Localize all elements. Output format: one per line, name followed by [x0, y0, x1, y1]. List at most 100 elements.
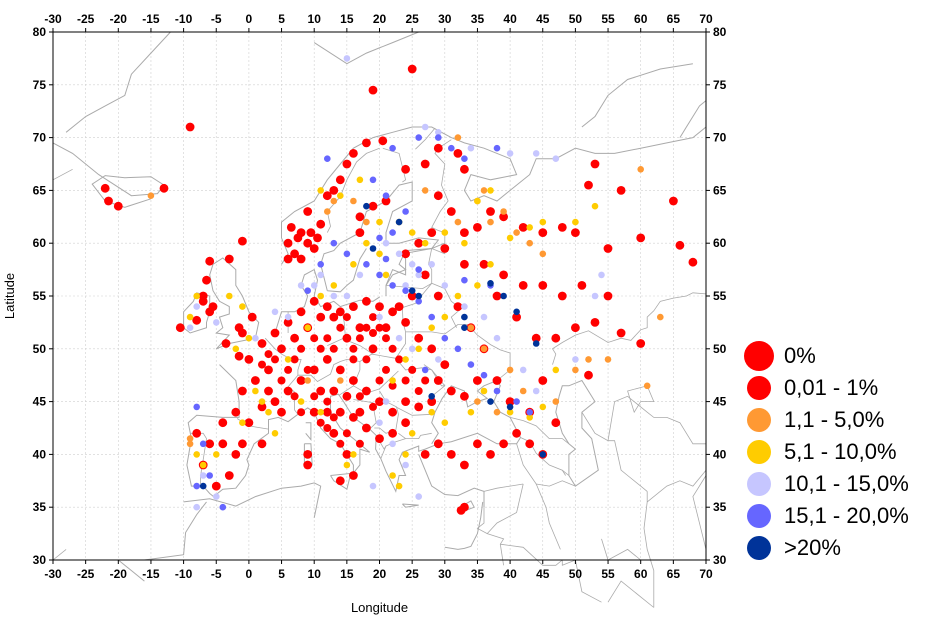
data-point [369, 245, 377, 252]
data-point [552, 366, 560, 374]
data-point [342, 313, 351, 322]
data-point [104, 196, 113, 206]
data-point [473, 439, 482, 449]
data-point [551, 418, 561, 428]
x-tick-label-top: -15 [142, 12, 160, 26]
data-point [408, 345, 416, 353]
data-point [231, 407, 241, 417]
data-point [257, 439, 267, 449]
data-point [389, 472, 396, 479]
data-point [598, 271, 605, 279]
country-border [692, 475, 707, 550]
data-point [277, 376, 286, 385]
data-point [474, 398, 481, 405]
data-point [232, 345, 240, 353]
coastline [418, 454, 485, 508]
data-point [552, 155, 560, 162]
data-point [401, 164, 410, 174]
country-border [382, 147, 407, 183]
data-point [316, 418, 325, 427]
data-point [572, 218, 579, 226]
country-border [395, 406, 432, 416]
data-point [389, 377, 396, 384]
coastline [679, 100, 707, 138]
x-tick-label-bottom: 45 [536, 567, 550, 581]
coastline [274, 268, 380, 334]
data-point [284, 313, 292, 321]
data-point [258, 360, 266, 369]
data-point [408, 365, 417, 374]
data-point [500, 208, 507, 215]
data-point [414, 333, 424, 343]
data-point [310, 334, 319, 343]
data-point [428, 324, 436, 332]
data-point [467, 144, 475, 152]
data-point [252, 334, 259, 342]
y-tick-label-left: 75 [33, 78, 47, 92]
legend-dot [747, 536, 771, 560]
data-point [454, 345, 462, 353]
y-tick-label-right: 55 [713, 289, 727, 303]
data-point [512, 312, 521, 322]
data-point [461, 239, 468, 247]
data-point [454, 218, 462, 226]
legend-swatch [742, 436, 776, 468]
data-point [453, 302, 463, 311]
data-point [329, 312, 339, 322]
y-tick-label-right: 60 [713, 236, 727, 250]
data-point [388, 407, 397, 417]
country-border [562, 469, 570, 476]
data-point [283, 238, 293, 248]
data-point [309, 365, 319, 375]
data-point [147, 192, 155, 199]
data-point [335, 175, 345, 185]
data-point [616, 186, 626, 195]
data-point [604, 356, 612, 363]
data-point [493, 408, 501, 416]
data-point [193, 303, 200, 310]
x-tick-label-top: -25 [77, 12, 95, 26]
x-tick-label-top: -5 [211, 12, 222, 26]
data-point [337, 377, 344, 384]
data-point [415, 134, 423, 141]
x-tick-label-bottom: 55 [601, 567, 615, 581]
data-point [505, 397, 515, 406]
country-border [398, 432, 432, 439]
data-point [487, 218, 494, 226]
data-point [206, 472, 213, 479]
data-point [473, 223, 482, 232]
legend-label: 0% [784, 343, 816, 368]
data-point [415, 292, 423, 300]
data-point [323, 397, 332, 406]
coastline [303, 443, 313, 466]
country-border [385, 282, 432, 290]
data-point [317, 187, 325, 194]
x-tick-label-top: 30 [438, 12, 452, 26]
data-point [317, 408, 325, 416]
x-tick-label-bottom: -5 [211, 567, 222, 581]
data-point [317, 261, 325, 268]
data-point [388, 381, 397, 390]
country-border [52, 168, 73, 181]
data-point [480, 371, 488, 379]
x-tick-label-bottom: -10 [175, 567, 193, 581]
x-tick-label-top: 0 [246, 12, 253, 26]
data-point [461, 155, 468, 162]
data-point [441, 282, 449, 289]
data-point [415, 298, 423, 305]
data-point [526, 224, 533, 231]
data-point [226, 292, 233, 300]
data-point [461, 313, 468, 321]
data-point [192, 315, 202, 325]
data-point [402, 451, 409, 458]
data-point [199, 440, 207, 448]
data-point [355, 407, 365, 417]
coastline [327, 248, 367, 293]
x-tick-label-bottom: 25 [405, 567, 419, 581]
data-point [290, 249, 299, 259]
data-point [433, 291, 443, 301]
data-point [368, 201, 378, 211]
data-point [330, 282, 338, 289]
data-point [369, 329, 377, 337]
data-point [414, 238, 424, 248]
